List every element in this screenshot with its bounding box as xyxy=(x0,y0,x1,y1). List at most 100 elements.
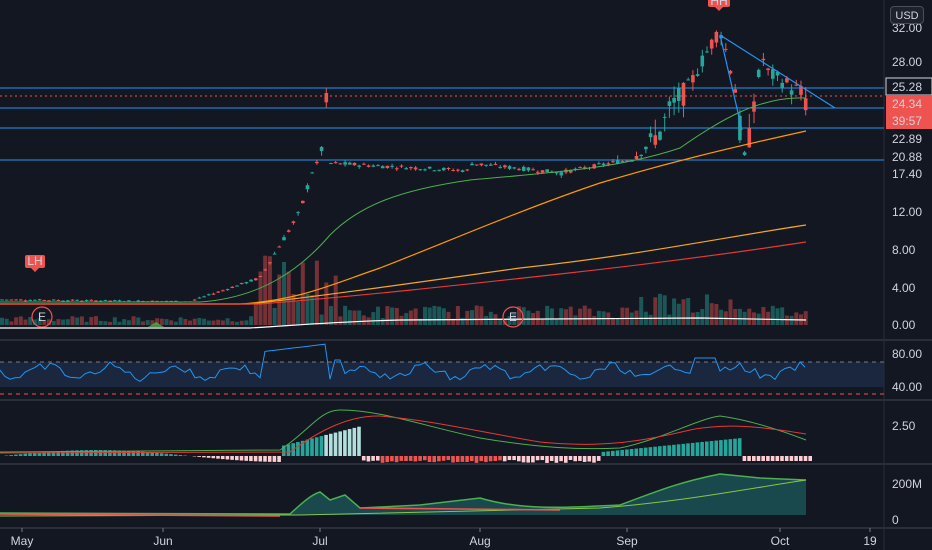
macd-histogram-bar xyxy=(578,456,582,461)
candle-body xyxy=(216,291,220,293)
candle-body xyxy=(695,74,700,76)
volume-bar xyxy=(56,319,61,325)
candle-body xyxy=(192,299,197,301)
macd-histogram-bar xyxy=(719,440,723,456)
volume-ma-line xyxy=(0,317,807,329)
macd-histogram-bar xyxy=(183,455,187,456)
candle-body xyxy=(554,172,559,174)
macd-histogram-bar xyxy=(404,456,408,462)
macd-histogram-bar xyxy=(286,444,291,456)
rsi-tick-label: 40.00 xyxy=(892,380,922,394)
volume-bar xyxy=(667,314,672,325)
macd-histogram-bar xyxy=(737,438,742,456)
macd-histogram-bar xyxy=(211,456,216,459)
candle-body xyxy=(465,169,470,171)
macd-histogram-bar xyxy=(700,441,704,456)
obv-negative-segments xyxy=(0,507,561,517)
candle-body xyxy=(484,164,488,166)
volume-bar xyxy=(582,305,587,325)
candle-body xyxy=(249,279,253,282)
macd-histogram-bar xyxy=(714,440,718,456)
volume-bar xyxy=(432,305,437,325)
volume-bar xyxy=(310,295,315,325)
volume-bar xyxy=(98,320,103,325)
volume-bar xyxy=(37,318,42,325)
candle-body xyxy=(705,51,709,53)
volume-bar xyxy=(178,317,183,325)
volume-bar xyxy=(258,271,263,325)
macd-histogram-bar xyxy=(470,456,474,462)
macd-histogram-bar xyxy=(742,456,747,461)
volume-bar xyxy=(672,298,677,325)
candle-body xyxy=(409,167,413,169)
volume-bar xyxy=(371,312,376,325)
macd-histogram-bar xyxy=(272,456,277,462)
macd-histogram-bar xyxy=(437,456,441,462)
price-tick-label: 12.00 xyxy=(892,205,922,219)
macd-histogram-bar xyxy=(300,440,305,456)
macd-histogram-bar xyxy=(582,456,587,462)
volume-bar xyxy=(737,308,742,325)
volume-bar xyxy=(352,310,357,325)
macd-histogram-bar xyxy=(488,456,493,462)
volume-bar xyxy=(202,318,207,325)
macd-histogram-bar xyxy=(23,453,28,456)
price-tick-label: 8.00 xyxy=(892,243,916,257)
volume-bar xyxy=(79,316,84,325)
candle-body xyxy=(432,170,437,172)
volume-bar xyxy=(235,321,239,325)
volume-bar xyxy=(225,318,230,325)
hh-marker-label: HH xyxy=(710,0,727,8)
currency-button[interactable]: USD xyxy=(890,6,924,24)
macd-histogram-bar xyxy=(277,456,281,462)
volume-bar xyxy=(526,310,531,325)
earnings-marker-label: E xyxy=(38,310,46,324)
volume-bar xyxy=(159,318,164,325)
price-label: 25.28 xyxy=(892,80,922,94)
macd-histogram-bar xyxy=(705,441,709,456)
candle-body xyxy=(620,161,625,163)
volume-bar xyxy=(4,318,9,325)
macd-histogram-bar xyxy=(766,456,770,461)
volume-bar xyxy=(192,318,197,325)
macd-histogram-bar xyxy=(634,448,639,456)
volume-bar xyxy=(230,321,235,325)
volume-bar xyxy=(658,293,662,325)
sma-100-line xyxy=(0,224,807,305)
candle-body xyxy=(9,299,14,301)
price-label: 17.40 xyxy=(892,167,922,181)
volume-bar xyxy=(28,317,33,325)
candle-body xyxy=(625,160,629,162)
macd-histogram-bar xyxy=(244,456,248,461)
volume-bar xyxy=(333,275,338,325)
candle-body xyxy=(724,48,728,50)
candle-body xyxy=(75,299,79,301)
volume-bar xyxy=(173,321,178,325)
macd-histogram-bar xyxy=(596,456,601,461)
macd-histogram-bar xyxy=(723,439,728,456)
macd-histogram-bar xyxy=(780,456,784,461)
volume-bar xyxy=(545,305,550,325)
macd-histogram-bar xyxy=(648,447,653,456)
volume-bar xyxy=(169,320,174,325)
candle-body xyxy=(51,299,56,301)
volume-bar xyxy=(141,321,145,325)
candle-body xyxy=(221,290,225,292)
macd-histogram xyxy=(4,426,812,463)
volume-bar xyxy=(0,317,4,325)
volume-bar xyxy=(517,306,521,325)
candle-body xyxy=(164,300,169,302)
candle-body xyxy=(235,285,239,287)
candle-body xyxy=(578,166,582,168)
macd-histogram-bar xyxy=(775,456,780,461)
macd-histogram-bar xyxy=(507,456,512,461)
candle-body xyxy=(442,168,446,171)
lh-marker xyxy=(25,255,45,272)
volume-bar xyxy=(465,310,470,325)
volume-bar xyxy=(305,293,310,325)
candle-body xyxy=(207,294,211,296)
macd-histogram-bar xyxy=(235,456,239,461)
candle-body xyxy=(771,69,775,79)
